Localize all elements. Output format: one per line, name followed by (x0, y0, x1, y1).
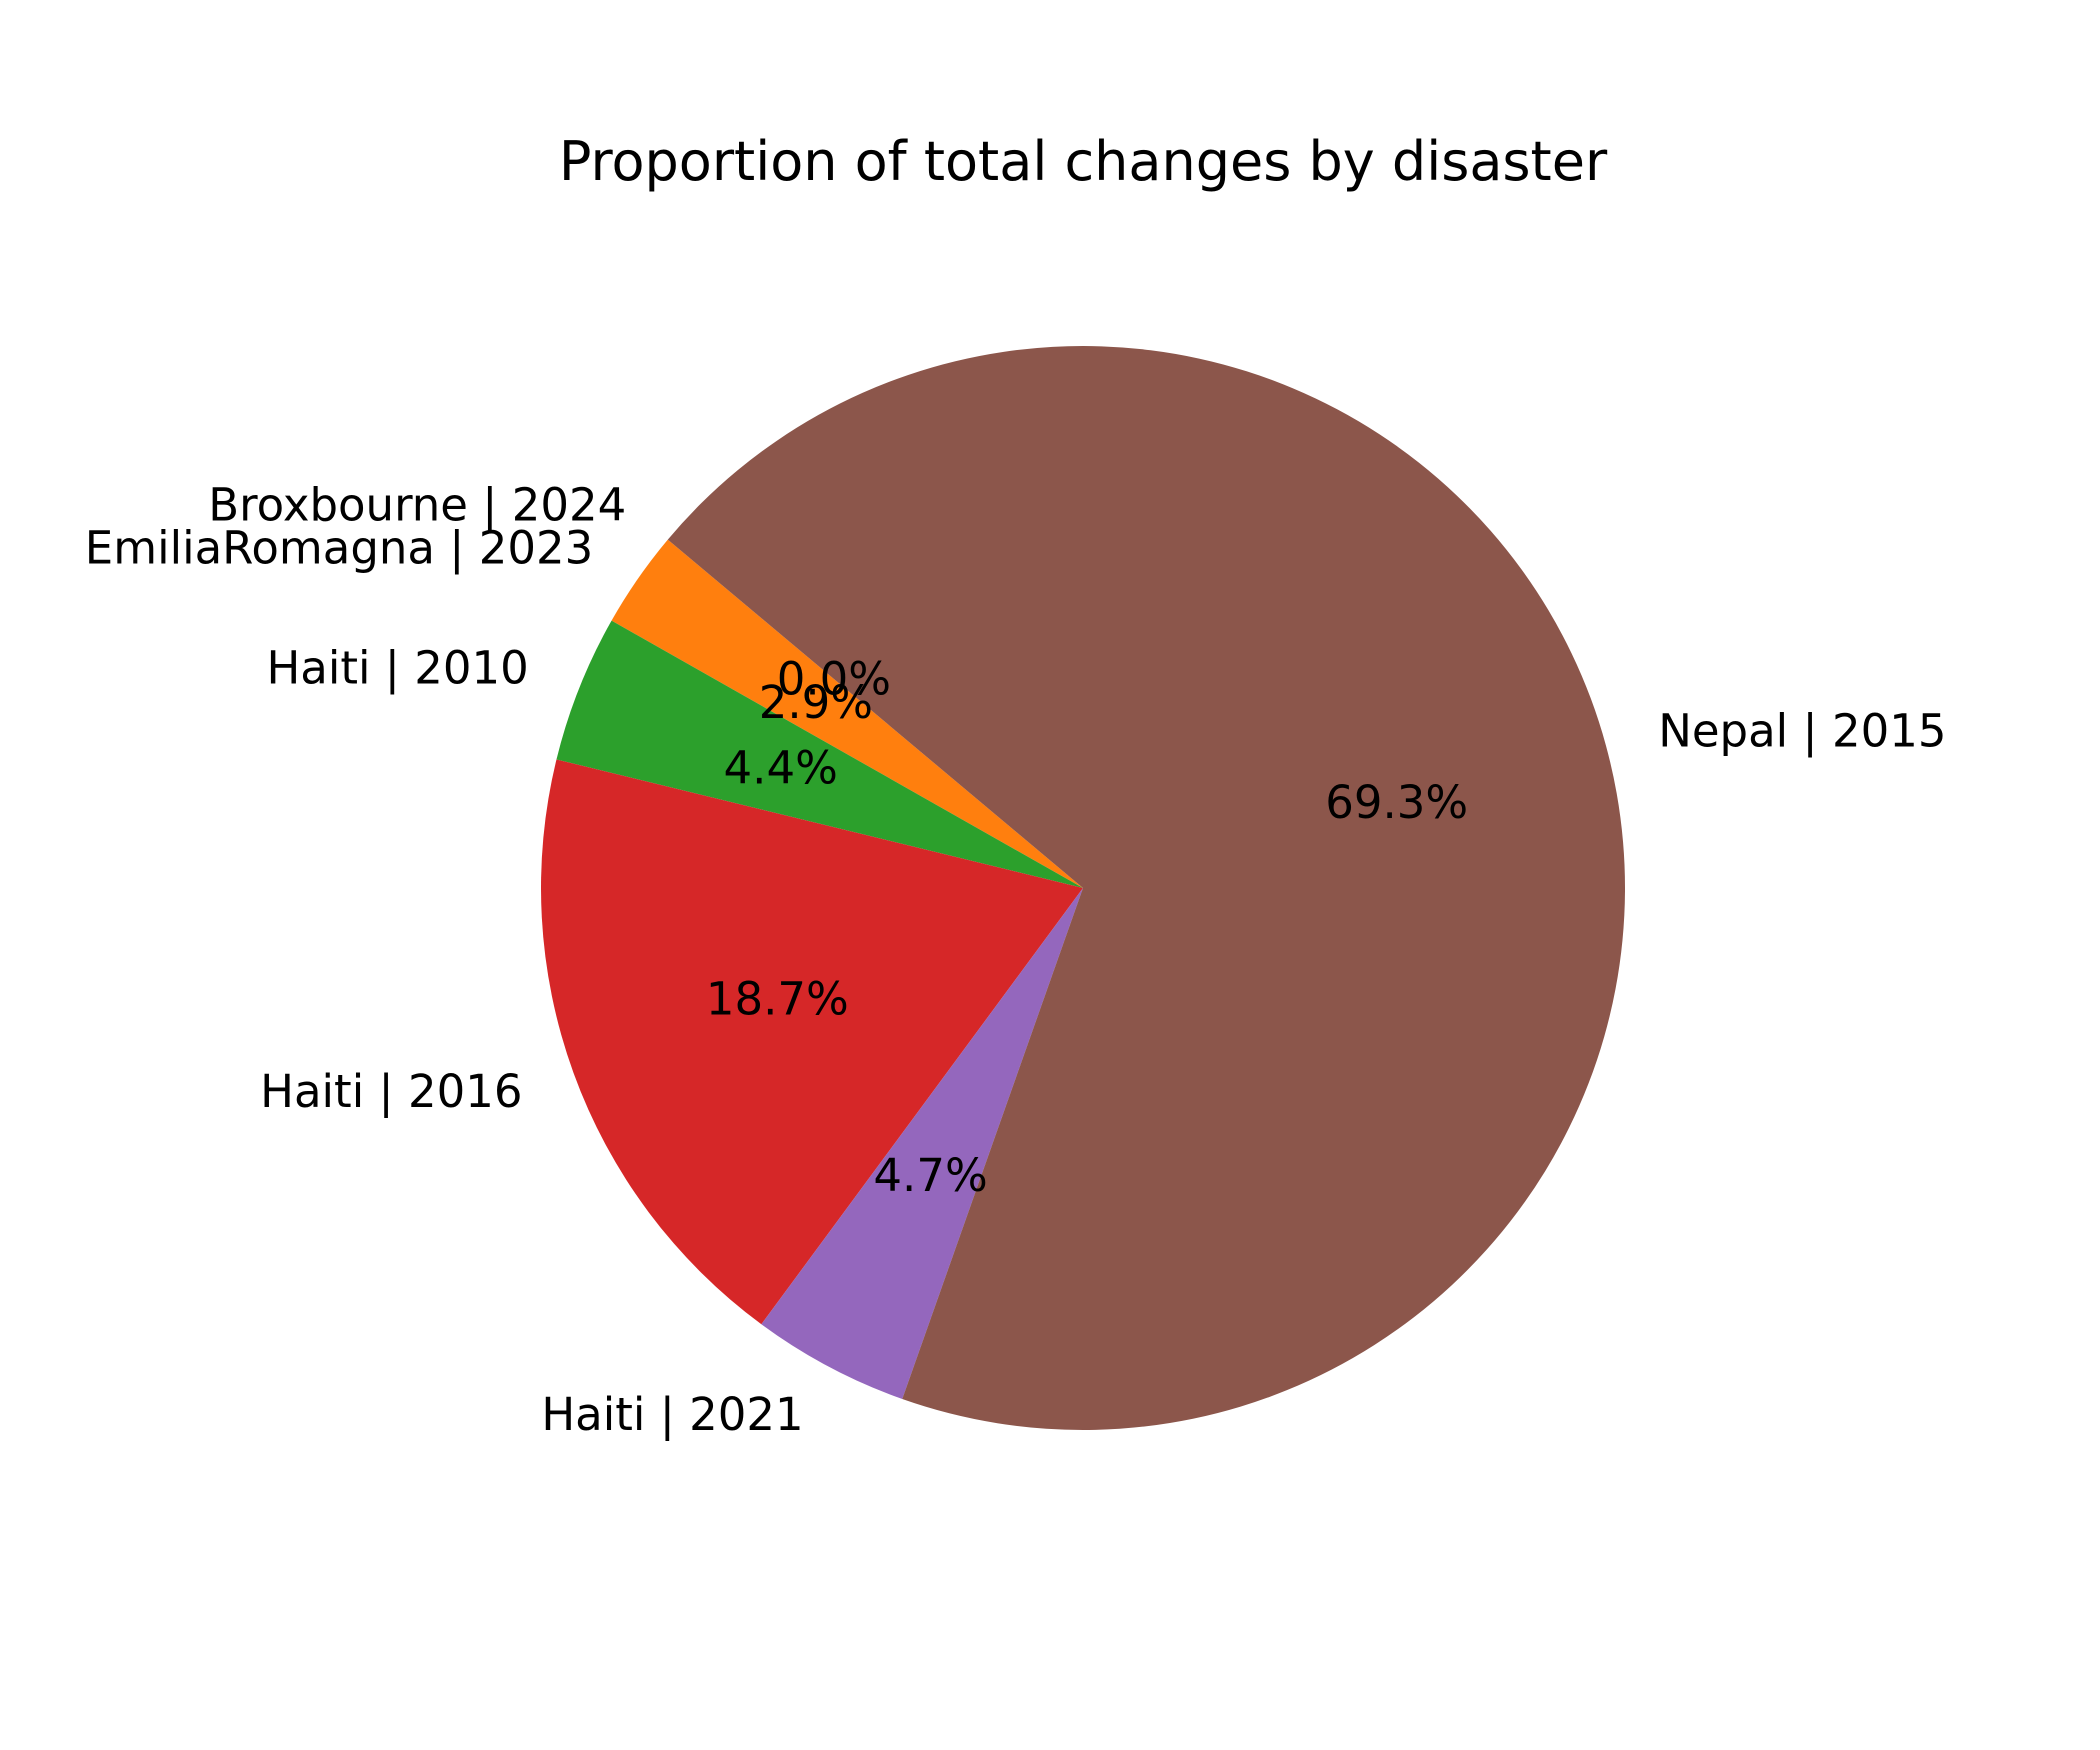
percent-label-haiti-2010: 4.4% (724, 742, 838, 795)
slice-nepal-2015 (667, 345, 1626, 1430)
slice-haiti-2021 (761, 888, 1083, 1399)
slice-haiti-2016 (541, 759, 1083, 1325)
percent-label-emiliaromagna-2023: 2.9% (759, 676, 873, 729)
percent-label-haiti-2016: 18.7% (706, 972, 849, 1025)
percent-label-nepal-2015: 69.3% (1325, 776, 1468, 829)
pie-slices (541, 345, 1626, 1430)
category-label-haiti-2021: Haiti | 2021 (541, 1388, 803, 1441)
category-label-broxbourne-2024: Broxbourne | 2024 (208, 478, 626, 531)
category-label-nepal-2015: Nepal | 2015 (1658, 705, 1946, 758)
category-label-haiti-2010: Haiti | 2010 (266, 642, 528, 695)
category-label-haiti-2016: Haiti | 2016 (260, 1065, 522, 1118)
slice-haiti-2010 (556, 620, 1083, 888)
percent-label-haiti-2021: 4.7% (873, 1149, 987, 1202)
slice-emiliaromagna-2023 (611, 539, 1083, 888)
chart-title: Proportion of total changes by disaster (559, 130, 1608, 193)
percent-label-broxbourne-2024: 0.0% (777, 653, 891, 706)
category-label-emiliaromagna-2023: EmiliaRomagna | 2023 (85, 521, 594, 574)
percent-labels: 0.0%2.9% 4.4% 18.7% 4.7% 69.3% (706, 653, 1468, 1202)
